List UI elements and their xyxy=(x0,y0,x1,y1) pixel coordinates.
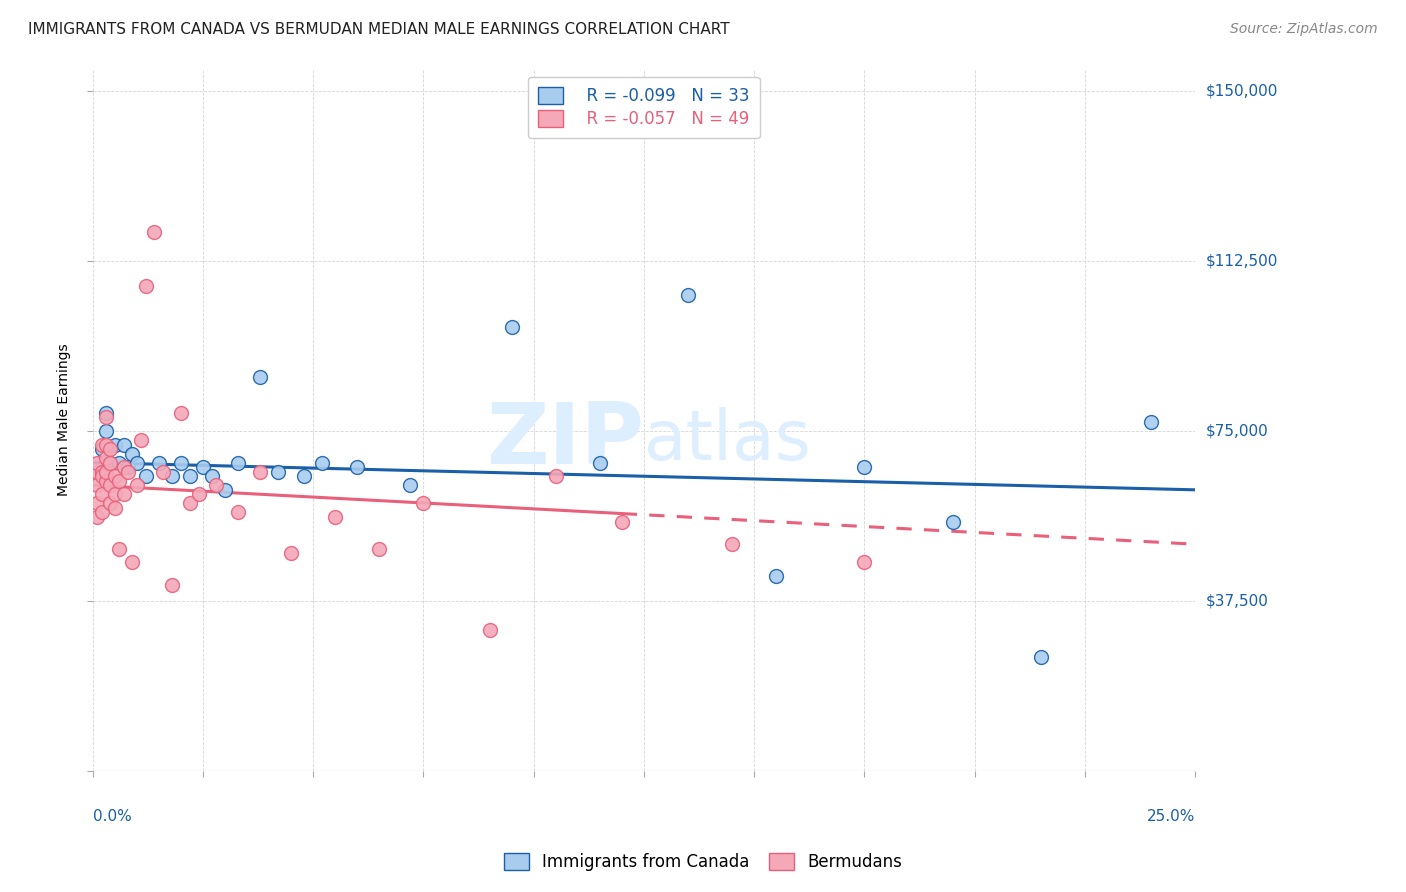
Point xyxy=(94,451,117,466)
Point xyxy=(125,456,148,470)
Point xyxy=(160,469,183,483)
Text: IMMIGRANTS FROM CANADA VS BERMUDAN MEDIAN MALE EARNINGS CORRELATION CHART: IMMIGRANTS FROM CANADA VS BERMUDAN MEDIA… xyxy=(28,22,730,37)
Point xyxy=(346,460,368,475)
Point xyxy=(104,500,127,515)
Point xyxy=(941,515,963,529)
Point xyxy=(125,478,148,492)
Point xyxy=(399,478,422,492)
Point xyxy=(853,555,876,569)
Point xyxy=(90,442,112,456)
Point xyxy=(292,469,315,483)
Point xyxy=(1140,415,1163,429)
Text: $112,500: $112,500 xyxy=(1206,253,1278,268)
Point xyxy=(170,406,193,420)
Point xyxy=(86,496,108,510)
Point xyxy=(187,487,209,501)
Point xyxy=(94,406,117,420)
Legend: Immigrants from Canada, Bermudans: Immigrants from Canada, Bermudans xyxy=(495,845,911,880)
Point xyxy=(160,578,183,592)
Point xyxy=(94,474,117,488)
Point xyxy=(205,478,228,492)
Point xyxy=(98,478,121,492)
Point xyxy=(86,465,108,479)
Point xyxy=(112,487,135,501)
Point xyxy=(214,483,236,497)
Point xyxy=(108,456,131,470)
Text: 25.0%: 25.0% xyxy=(1147,809,1195,824)
Point xyxy=(412,496,434,510)
Point xyxy=(478,624,501,638)
Point xyxy=(98,456,121,470)
Point xyxy=(121,555,143,569)
Point xyxy=(323,510,346,524)
Point xyxy=(249,465,271,479)
Point xyxy=(94,424,117,438)
Point xyxy=(117,465,139,479)
Point xyxy=(90,506,112,520)
Point xyxy=(94,410,117,425)
Point xyxy=(104,437,127,451)
Text: ZIP: ZIP xyxy=(486,400,644,483)
Point xyxy=(191,460,214,475)
Point xyxy=(94,437,117,451)
Point xyxy=(94,465,117,479)
Point xyxy=(98,442,121,456)
Point xyxy=(676,288,699,302)
Point xyxy=(121,447,143,461)
Text: $150,000: $150,000 xyxy=(1206,84,1278,99)
Point xyxy=(86,456,108,470)
Text: 0.0%: 0.0% xyxy=(93,809,131,824)
Point xyxy=(104,469,127,483)
Point xyxy=(226,456,249,470)
Text: atlas: atlas xyxy=(644,407,811,475)
Point xyxy=(117,460,139,475)
Point xyxy=(90,465,112,479)
Point xyxy=(135,469,157,483)
Point xyxy=(179,469,201,483)
Point xyxy=(179,496,201,510)
Point xyxy=(501,319,523,334)
Point xyxy=(721,537,744,551)
Point xyxy=(90,487,112,501)
Point xyxy=(104,487,127,501)
Point xyxy=(108,541,131,556)
Point xyxy=(86,478,108,492)
Point xyxy=(170,456,193,470)
Point xyxy=(249,369,271,384)
Point xyxy=(201,469,224,483)
Point xyxy=(589,456,612,470)
Point xyxy=(148,456,170,470)
Point xyxy=(267,465,290,479)
Point xyxy=(1029,650,1052,665)
Text: $37,500: $37,500 xyxy=(1206,593,1270,608)
Point xyxy=(368,541,391,556)
Point xyxy=(765,569,787,583)
Point xyxy=(143,225,166,239)
Point xyxy=(135,279,157,293)
Point xyxy=(86,510,108,524)
Point xyxy=(544,469,567,483)
Y-axis label: Median Male Earnings: Median Male Earnings xyxy=(58,343,72,496)
Point xyxy=(226,506,249,520)
Point xyxy=(98,456,121,470)
Point xyxy=(152,465,174,479)
Point xyxy=(90,469,112,483)
Legend:   R = -0.099   N = 33,   R = -0.057   N = 49: R = -0.099 N = 33, R = -0.057 N = 49 xyxy=(529,77,759,138)
Point xyxy=(129,433,152,447)
Point xyxy=(108,474,131,488)
Point xyxy=(98,496,121,510)
Point xyxy=(90,437,112,451)
Text: Source: ZipAtlas.com: Source: ZipAtlas.com xyxy=(1230,22,1378,37)
Point xyxy=(610,515,633,529)
Text: $75,000: $75,000 xyxy=(1206,424,1268,439)
Point xyxy=(112,460,135,475)
Point xyxy=(112,437,135,451)
Point xyxy=(853,460,876,475)
Point xyxy=(311,456,333,470)
Point xyxy=(280,546,302,560)
